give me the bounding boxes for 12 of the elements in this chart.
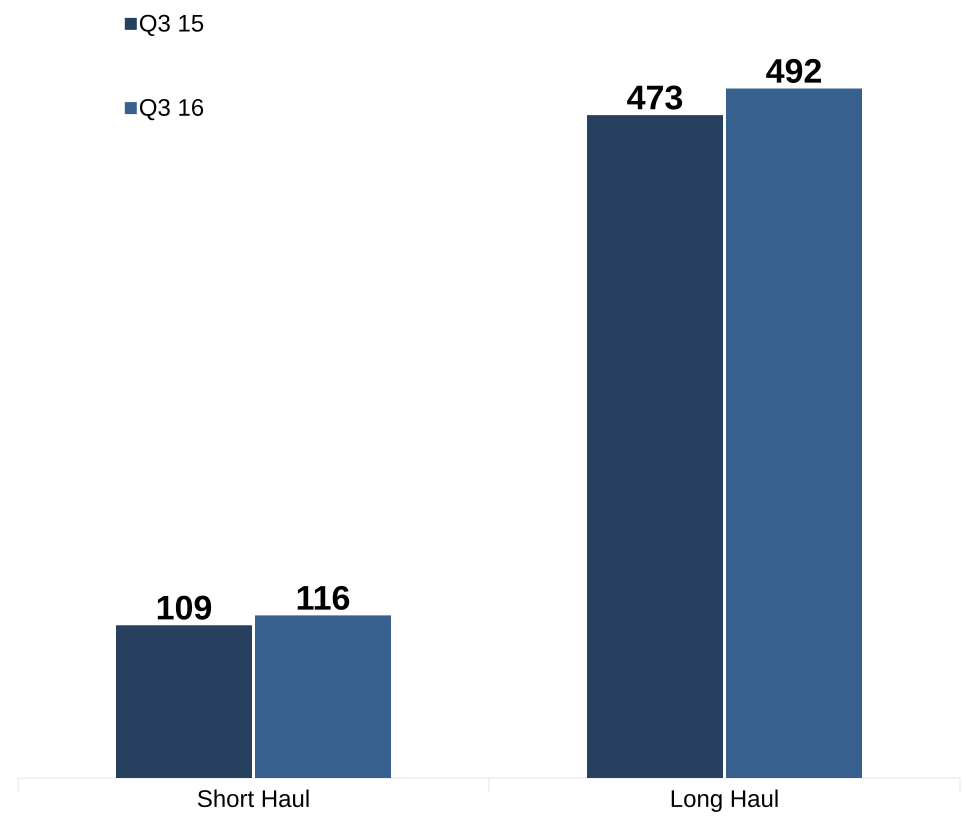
legend-label: Q3 15: [140, 14, 204, 36]
data-label: 473: [627, 85, 682, 110]
bar: [255, 615, 392, 778]
data-label: 109: [158, 596, 212, 620]
bar: [726, 88, 862, 778]
legend-label: Q3 16: [140, 98, 204, 120]
x-tick-label: Long Haul: [672, 790, 778, 812]
bar: [116, 625, 252, 778]
bar: [587, 115, 724, 778]
data-label: 116: [298, 586, 350, 610]
data-label: 492: [766, 58, 821, 83]
x-tick-label: Short Haul: [198, 790, 309, 808]
